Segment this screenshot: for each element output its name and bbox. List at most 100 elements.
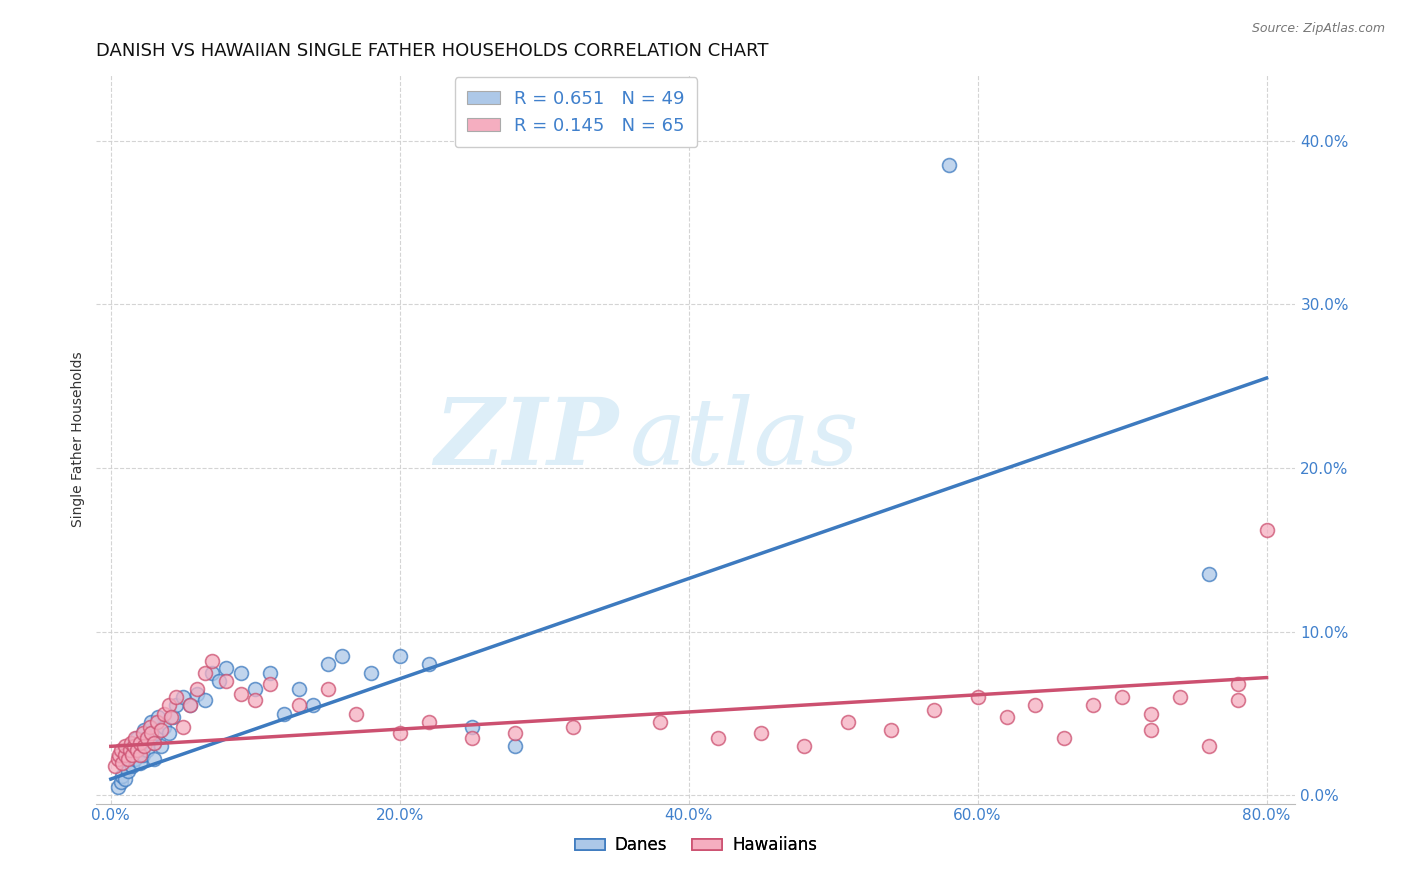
Point [172, 690, 194, 705]
Point [148, 710, 170, 724]
Point [160, 710, 183, 724]
Point [143, 736, 166, 750]
Text: DANISH VS HAWAIIAN SINGLE FATHER HOUSEHOLDS CORRELATION CHART: DANISH VS HAWAIIAN SINGLE FATHER HOUSEHO… [97, 42, 769, 60]
Point [120, 736, 142, 750]
Point [245, 681, 267, 696]
Point [418, 657, 440, 672]
Text: Source: ZipAtlas.com: Source: ZipAtlas.com [1251, 22, 1385, 36]
Point [330, 649, 353, 664]
Point [157, 698, 180, 713]
Point [107, 752, 129, 766]
Point [150, 739, 173, 754]
Point [128, 747, 150, 762]
Point [110, 775, 132, 789]
Point [194, 693, 217, 707]
Point [922, 703, 945, 717]
Point [273, 706, 295, 721]
Point [706, 731, 728, 746]
Point [118, 742, 141, 756]
Point [1083, 698, 1105, 713]
Point [259, 665, 281, 680]
Point [229, 665, 252, 680]
Point [121, 759, 143, 773]
Point [179, 698, 201, 713]
Point [114, 756, 136, 770]
Point [125, 742, 148, 756]
Point [125, 731, 148, 746]
Text: atlas: atlas [630, 394, 859, 484]
Point [1140, 723, 1163, 737]
Point [111, 769, 134, 783]
Point [287, 698, 309, 713]
Point [388, 649, 411, 664]
Point [208, 673, 231, 688]
Point [302, 698, 325, 713]
Point [186, 687, 208, 701]
Point [114, 772, 136, 786]
Point [837, 714, 859, 729]
Point [131, 726, 153, 740]
Point [107, 780, 129, 795]
Point [135, 731, 157, 746]
Point [172, 720, 194, 734]
Point [562, 720, 585, 734]
Point [461, 720, 484, 734]
Text: ZIP: ZIP [433, 394, 619, 484]
Point [966, 690, 988, 705]
Point [118, 747, 141, 762]
Point [117, 764, 139, 778]
Point [229, 687, 252, 701]
Point [880, 723, 903, 737]
Point [146, 726, 169, 740]
Point [1024, 698, 1046, 713]
Point [157, 726, 180, 740]
Y-axis label: Single Father Households: Single Father Households [72, 351, 86, 527]
Point [153, 720, 176, 734]
Point [143, 736, 166, 750]
Point [793, 739, 815, 754]
Point [104, 759, 127, 773]
Point [344, 706, 367, 721]
Point [938, 158, 960, 172]
Point [360, 665, 382, 680]
Point [132, 723, 155, 737]
Point [1140, 706, 1163, 721]
Point [124, 752, 146, 766]
Point [201, 665, 224, 680]
Point [749, 726, 772, 740]
Point [1168, 690, 1191, 705]
Point [139, 731, 162, 746]
Point [128, 739, 150, 754]
Point [128, 736, 150, 750]
Point [1111, 690, 1133, 705]
Point [194, 665, 217, 680]
Point [108, 747, 131, 762]
Point [114, 747, 136, 762]
Point [1226, 677, 1249, 691]
Point [388, 726, 411, 740]
Point [1198, 567, 1220, 582]
Point [141, 726, 163, 740]
Point [316, 657, 339, 672]
Point [1198, 739, 1220, 754]
Point [153, 706, 176, 721]
Point [215, 661, 238, 675]
Point [110, 742, 132, 756]
Point [139, 720, 162, 734]
Point [146, 714, 169, 729]
Point [201, 654, 224, 668]
Point [179, 698, 201, 713]
Point [505, 739, 527, 754]
Point [1256, 523, 1278, 537]
Point [122, 739, 145, 754]
Point [1053, 731, 1076, 746]
Point [505, 726, 527, 740]
Point [143, 752, 166, 766]
Point [1226, 693, 1249, 707]
Point [418, 714, 440, 729]
Point [117, 752, 139, 766]
Point [995, 710, 1018, 724]
Point [114, 739, 136, 754]
Point [461, 731, 484, 746]
Point [287, 681, 309, 696]
